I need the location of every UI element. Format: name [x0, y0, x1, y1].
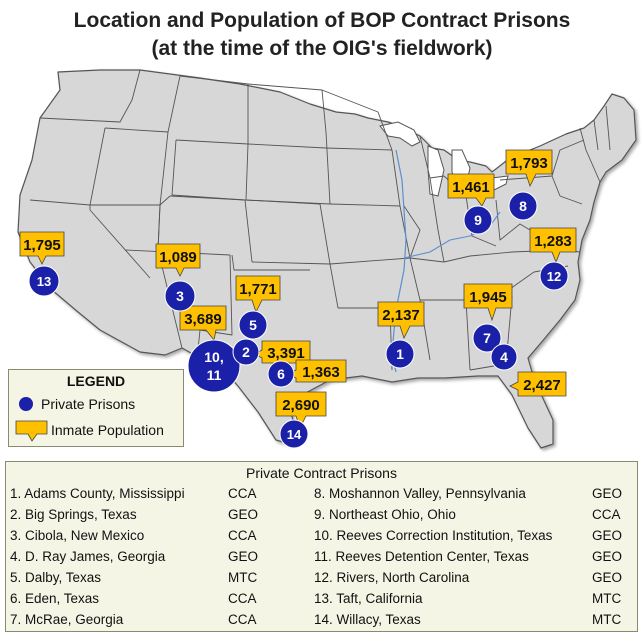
prison-operator: GEO	[228, 549, 259, 564]
prison-list-item: 4. D. Ray James, Georgia	[10, 549, 166, 564]
prison-list-item: 3. Cibola, New Mexico	[10, 528, 145, 543]
prison-list-item: 5. Dalby, Texas	[10, 570, 102, 585]
prison-marker-12-label: 12	[547, 269, 561, 284]
prison-operator: CCA	[228, 591, 257, 606]
prison-list-panel: Private Contract Prisons 1. Adams County…	[5, 461, 638, 632]
prison-marker-8[interactable]: 8	[508, 191, 538, 221]
prison-marker-4-label: 4	[500, 349, 508, 365]
prison-marker-9[interactable]: 9	[463, 205, 493, 235]
callout-9: 1,461	[447, 173, 495, 207]
prison-list-item: 2. Big Springs, Texas	[10, 507, 137, 522]
map-legend: LEGEND Private Prisons Inmate Population	[8, 369, 184, 447]
prison-operator: CCA	[228, 528, 257, 543]
prison-operator: MTC	[592, 612, 622, 627]
callout-8-value: 1,793	[510, 155, 548, 172]
prison-marker-7[interactable]: 7	[472, 323, 502, 353]
callout-4-value: 2,427	[523, 377, 561, 394]
prison-marker-13[interactable]: 13	[28, 265, 60, 297]
callout-12-value: 1,283	[534, 233, 572, 250]
prison-marker-10-11-label-a: 10,	[204, 349, 223, 365]
callout-3-value: 1,089	[159, 249, 197, 266]
prison-marker-9-label: 9	[474, 212, 482, 228]
callout-4: 2,427	[509, 371, 567, 397]
prison-marker-2-label: 2	[242, 344, 250, 360]
prison-marker-5-label: 5	[249, 317, 257, 333]
prison-marker-2[interactable]: 2	[232, 338, 260, 366]
callout-2-value: 3,391	[267, 345, 305, 362]
callout-6-value: 1,363	[302, 364, 340, 381]
callout-10-11: 3,689	[179, 305, 227, 341]
prison-operator: CCA	[228, 612, 257, 627]
prison-marker-1[interactable]: 1	[385, 339, 415, 369]
prison-operator: GEO	[228, 507, 259, 522]
prison-marker-12[interactable]: 12	[539, 261, 569, 291]
prison-list-title: Private Contract Prisons	[246, 465, 397, 481]
legend-marker-icon	[19, 397, 33, 411]
callout-13: 1,795	[19, 231, 65, 265]
prison-operator: GEO	[592, 486, 623, 501]
us-map: 1,795 1,089 1,771 3,689 3,391 1,363 2,69…	[17, 69, 637, 449]
population-callouts: 1,795 1,089 1,771 3,689 3,391 1,363 2,69…	[19, 149, 577, 430]
callout-14-value: 2,690	[282, 397, 320, 414]
prison-marker-1-label: 1	[396, 346, 404, 362]
prison-marker-14-label: 14	[287, 427, 302, 442]
prison-list-item: 7. McRae, Georgia	[10, 612, 124, 627]
legend-private-prisons-label: Private Prisons	[41, 396, 136, 412]
prison-list-item: 8. Moshannon Valley, Pennsylvania	[314, 486, 526, 501]
legend-title: LEGEND	[66, 373, 126, 389]
prison-operator: GEO	[592, 528, 623, 543]
prison-operator: CCA	[592, 507, 621, 522]
prison-markers: 13 3 5 10, 11 2 6 14 1	[28, 191, 569, 449]
callout-8: 1,793	[505, 149, 553, 188]
callout-10-11-value: 3,689	[184, 311, 222, 328]
prison-marker-14[interactable]: 14	[279, 419, 309, 449]
prison-marker-8-label: 8	[519, 198, 527, 214]
prison-operator: MTC	[592, 591, 622, 606]
prison-marker-6-label: 6	[277, 366, 285, 382]
prison-list-item: 9. Northeast Ohio, Ohio	[314, 507, 456, 522]
prison-operator: GEO	[592, 570, 623, 585]
callout-1-value: 2,137	[382, 307, 420, 324]
prison-list-item: 11. Reeves Detention Center, Texas	[314, 549, 529, 564]
map-title-line-1: Location and Population of BOP Contract …	[73, 9, 571, 32]
callout-14: 2,690	[275, 391, 327, 430]
callout-3: 1,089	[155, 243, 201, 277]
callout-1: 2,137	[377, 301, 425, 340]
prison-operator: CCA	[228, 486, 257, 501]
prison-marker-5[interactable]: 5	[238, 310, 268, 340]
legend-callout-icon	[15, 420, 48, 442]
prison-list-item: 14. Willacy, Texas	[314, 612, 421, 627]
prison-list-item: 12. Rivers, North Carolina	[314, 570, 470, 585]
map-title-line-2: (at the time of the OIG's fieldwork)	[151, 37, 493, 60]
prison-marker-3[interactable]: 3	[164, 280, 196, 312]
prison-marker-10-11[interactable]: 10, 11	[187, 339, 241, 393]
prison-list-item: 1. Adams County, Mississippi	[10, 486, 185, 501]
callout-13-value: 1,795	[23, 237, 61, 254]
callout-2: 3,391	[254, 340, 311, 364]
callout-5-value: 1,771	[239, 281, 277, 298]
prison-list-item: 13. Taft, California	[314, 591, 423, 606]
prison-operator: GEO	[592, 549, 623, 564]
prison-marker-7-label: 7	[483, 330, 491, 346]
callout-5: 1,771	[235, 275, 281, 314]
legend-inmate-population-label: Inmate Population	[51, 422, 164, 438]
prison-marker-10-11-label-b: 11	[207, 367, 222, 383]
prison-marker-13-label: 13	[37, 274, 51, 289]
prison-marker-3-label: 3	[176, 288, 184, 304]
callout-6: 1,363	[287, 359, 347, 383]
callout-9-value: 1,461	[452, 179, 490, 196]
prison-list-item: 10. Reeves Correction Institution, Texas	[314, 528, 553, 543]
callout-7: 1,945	[463, 283, 513, 322]
prison-marker-4[interactable]: 4	[490, 343, 518, 371]
callout-7-value: 1,945	[469, 289, 507, 306]
callout-12: 1,283	[529, 227, 577, 264]
prison-list-item: 6. Eden, Texas	[10, 591, 100, 606]
prison-operator: MTC	[228, 570, 258, 585]
prison-marker-6[interactable]: 6	[267, 360, 295, 388]
